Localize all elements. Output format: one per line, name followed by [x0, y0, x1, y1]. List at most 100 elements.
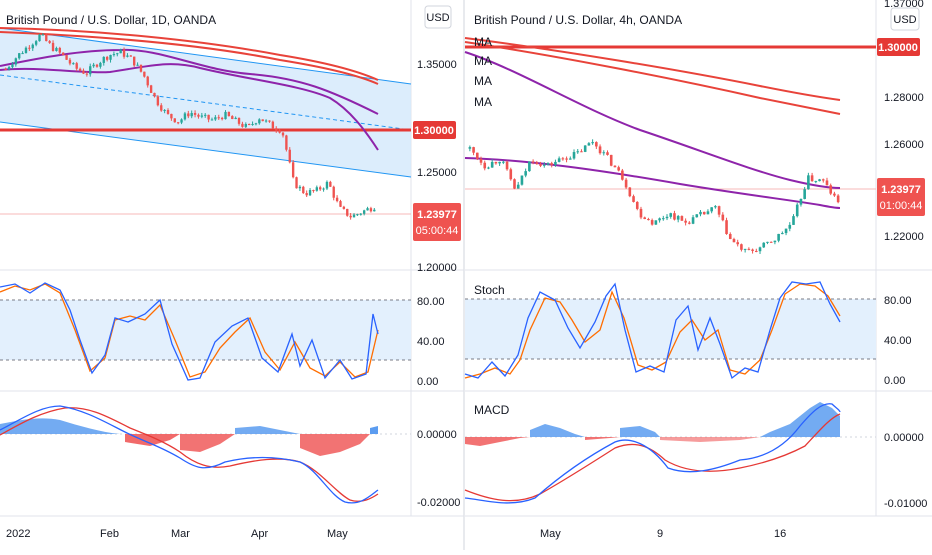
right-candle-body	[539, 164, 542, 166]
right-candle-body	[792, 216, 795, 225]
left-candle-body	[163, 110, 166, 112]
right-candle-body	[680, 216, 684, 221]
right-candle-body	[475, 152, 479, 159]
left-candle-body	[254, 123, 258, 125]
right-candles	[468, 139, 840, 254]
right-currency-label: USD	[893, 14, 916, 26]
left-candle-body	[241, 123, 244, 127]
right-macd-hist-up-1	[530, 424, 585, 437]
left-candle-body	[207, 114, 210, 120]
right-candle-body	[833, 193, 836, 196]
left-candle-body	[112, 54, 116, 56]
left-candle-body	[261, 119, 264, 122]
right-price-tick-3: 1.26000	[884, 139, 924, 151]
left-candle-body	[153, 92, 156, 97]
right-candle-body	[825, 180, 829, 186]
right-candle-body	[710, 207, 713, 212]
left-stoch-tick-3: 0.00	[417, 376, 438, 388]
left-candle-body	[220, 117, 224, 120]
right-candle-body	[807, 175, 810, 190]
left-channel-mid	[0, 74, 412, 131]
left-currency-button[interactable]: USD	[424, 5, 452, 29]
right-level-badge: 1.30000	[877, 38, 920, 56]
right-countdown: 01:00:44	[880, 200, 923, 212]
right-level-label: 1.30000	[878, 42, 918, 54]
right-price-tick-1: 1.37000	[884, 0, 924, 10]
right-currency-button[interactable]: USD	[890, 7, 920, 31]
left-candle-body	[156, 96, 160, 106]
left-candle-body	[214, 117, 217, 120]
left-currency-label: USD	[426, 12, 449, 24]
left-candle-body	[356, 214, 359, 216]
right-candle-body	[717, 206, 721, 215]
right-candle-body	[725, 220, 728, 235]
right-ma-label-2: MA	[474, 54, 492, 68]
right-candle-body	[788, 224, 792, 229]
right-candle-body	[803, 189, 806, 199]
left-candle-body	[180, 119, 183, 123]
left-candle-body	[258, 119, 261, 124]
right-ma-red-1	[464, 37, 841, 101]
right-candle-body	[650, 220, 654, 225]
right-candle-body	[587, 143, 591, 146]
left-candle-body	[278, 130, 281, 133]
left-candle-body	[45, 34, 48, 42]
left-candle-body	[92, 64, 95, 67]
left-stoch-tick-2: 40.00	[417, 336, 445, 348]
right-candle-body	[647, 219, 650, 221]
left-candle-body	[58, 47, 61, 53]
right-candle-body	[736, 242, 740, 245]
right-candle-body	[743, 248, 747, 250]
left-candle-body	[329, 181, 332, 187]
right-candle-body	[810, 175, 814, 182]
right-macd-pane	[464, 402, 876, 504]
left-candle-body	[105, 56, 109, 60]
left-level-badge: 1.30000	[413, 121, 456, 139]
left-candle-body	[176, 122, 180, 124]
right-candle-body	[654, 220, 658, 225]
left-price-tick-4: 1.20000	[417, 262, 457, 274]
left-candle-body	[109, 54, 112, 60]
left-ma-purple-2	[0, 63, 379, 151]
left-macd-line	[0, 405, 379, 504]
right-chart-title: British Pound / U.S. Dollar, 4h, OANDA	[474, 13, 682, 27]
left-candle-body	[339, 201, 342, 207]
right-macd-hist-up-3	[760, 402, 840, 437]
right-stoch-tick-3: 0.00	[884, 375, 905, 387]
right-ma-label-1: MA	[474, 35, 492, 49]
left-candle-body	[190, 113, 193, 117]
left-candle-body	[146, 76, 149, 86]
left-macd-tick-2: -0.02000	[417, 497, 460, 509]
left-candle-body	[75, 63, 78, 69]
left-stoch-tick-1: 80.00	[417, 296, 445, 308]
left-candle-body	[197, 114, 200, 117]
left-candle-body	[173, 118, 176, 123]
left-candle-body	[335, 197, 339, 202]
left-candle-body	[319, 187, 322, 190]
left-stoch-d	[0, 283, 379, 378]
right-candle-body	[583, 145, 587, 152]
right-price-tick-4: 1.22000	[884, 231, 924, 243]
left-candle-body	[234, 117, 237, 120]
right-candle-body	[580, 151, 583, 153]
left-candle-body	[204, 114, 207, 116]
left-candle-body	[28, 47, 31, 49]
left-candle-body	[322, 188, 325, 190]
left-candle-body	[275, 128, 278, 131]
right-candle-body	[762, 242, 766, 248]
right-candle-body	[665, 216, 669, 219]
right-candle-body	[754, 250, 758, 252]
left-candle-body	[14, 58, 18, 65]
left-candle-body	[122, 49, 126, 57]
left-stoch-k	[0, 282, 379, 381]
left-candle-body	[210, 119, 214, 121]
left-macd-hist-down-3	[300, 434, 370, 456]
right-macd-hist-down-3	[660, 437, 760, 442]
left-macd-hist-up-1	[0, 418, 120, 434]
right-macd-line	[464, 403, 841, 504]
right-candle-body	[490, 161, 494, 168]
left-candle-body	[342, 206, 346, 209]
left-candle-body	[369, 208, 373, 212]
left-candle-body	[61, 52, 65, 55]
